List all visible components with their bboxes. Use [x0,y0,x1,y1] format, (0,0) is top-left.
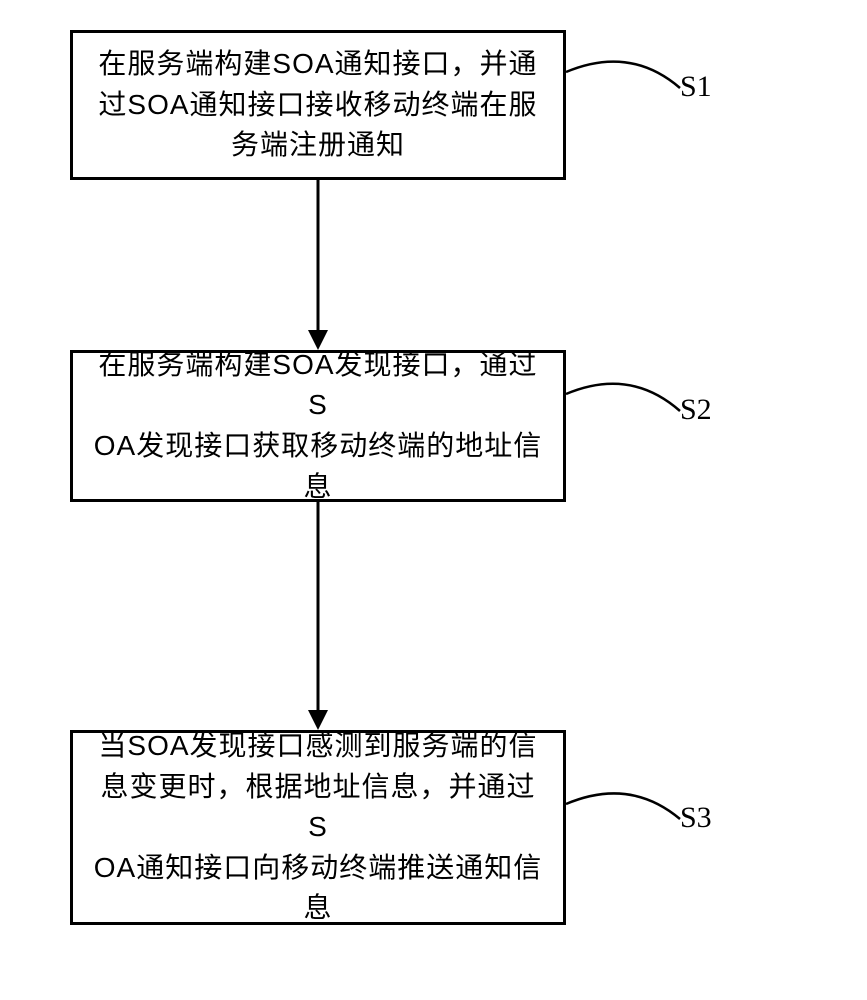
arrow-s2-s3 [303,502,333,730]
step-label-s2: S2 [680,393,712,427]
flow-step-s2: 在服务端构建SOA发现接口，通过SOA发现接口获取移动终端的地址信息 [70,350,566,502]
flow-step-s1: 在服务端构建SOA通知接口，并通过SOA通知接口接收移动终端在服务端注册通知 [70,30,566,180]
flow-step-s3-text: 当SOA发现接口感测到服务端的信息变更时，根据地址信息，并通过SOA通知接口向移… [93,726,543,929]
flow-step-s1-text: 在服务端构建SOA通知接口，并通过SOA通知接口接收移动终端在服务端注册通知 [98,44,537,166]
flow-step-s2-text: 在服务端构建SOA发现接口，通过SOA发现接口获取移动终端的地址信息 [93,345,543,507]
arrow-s1-s2 [303,180,333,350]
step-label-s1: S1 [680,70,712,104]
step-label-s3: S3 [680,801,712,835]
flow-step-s3: 当SOA发现接口感测到服务端的信息变更时，根据地址信息，并通过SOA通知接口向移… [70,730,566,925]
